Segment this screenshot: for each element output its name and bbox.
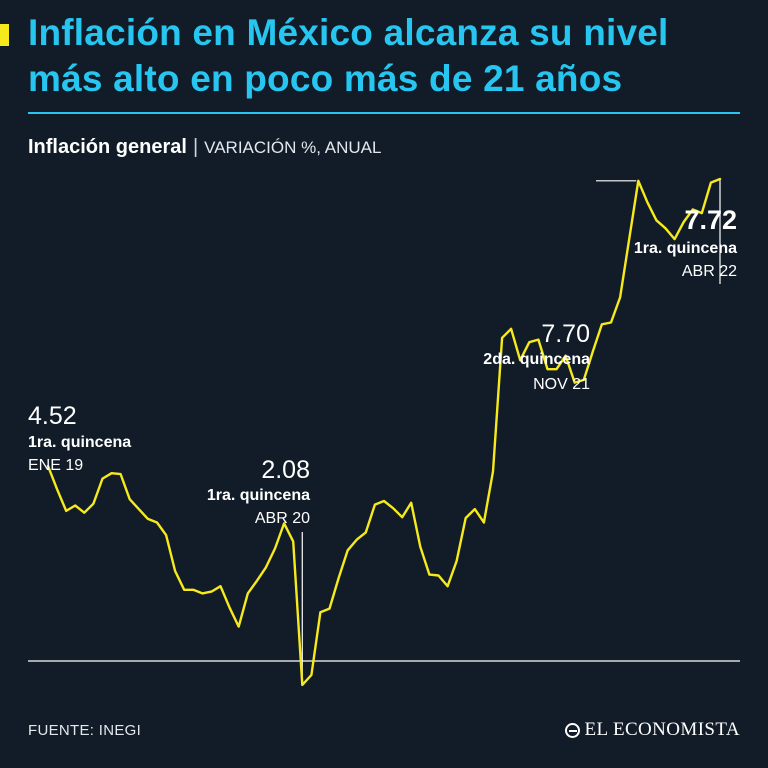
chart-title: Inflación general bbox=[28, 136, 187, 158]
annotation-date-0: ENE 19 bbox=[28, 457, 83, 474]
annotation-date-3: ABR 22 bbox=[682, 263, 737, 280]
logo-icon bbox=[564, 722, 580, 738]
annotation-period-0: 1ra. quincena bbox=[28, 434, 131, 451]
title-line-2: más alto en poco más de 21 años bbox=[28, 58, 623, 99]
source-note: FUENTE: INEGI bbox=[28, 722, 142, 739]
title-divider bbox=[28, 112, 740, 114]
title-line-1: Inflación en México alcanza su nivel bbox=[28, 12, 669, 53]
annotation-date-1: ABR 20 bbox=[255, 510, 310, 527]
annotation-period-3: 1ra. quincena bbox=[634, 240, 737, 257]
series-line bbox=[46, 177, 722, 687]
annotation-connectors bbox=[301, 178, 721, 685]
annotation-period-1: 1ra. quincena bbox=[207, 487, 310, 504]
page-title: Inflación en México alcanza su nivel más… bbox=[28, 10, 758, 102]
accent-bar bbox=[0, 24, 9, 46]
logo-text: EL ECONOMISTA bbox=[584, 719, 740, 740]
chart-subtitle: Inflación general | VARIACIÓN %, ANUAL bbox=[28, 134, 381, 161]
annotation-labels: 4.52 1ra. quincena ENE 19 2.08 1ra. quincena… bbox=[28, 205, 737, 527]
annotation-date-2: NOV 21 bbox=[533, 376, 590, 393]
chart-unit: VARIACIÓN %, ANUAL bbox=[204, 138, 382, 157]
annotation-period-2: 2da. quincena bbox=[483, 351, 590, 368]
annotation-value-0: 4.52 bbox=[28, 402, 77, 430]
annotation-value-1: 2.08 bbox=[261, 456, 310, 484]
el-economista-logo: EL ECONOMISTA bbox=[564, 719, 741, 741]
annotation-value-3: 7.72 bbox=[684, 205, 737, 235]
annotation-value-2: 7.70 bbox=[541, 320, 590, 348]
subtitle-separator: | bbox=[192, 136, 199, 158]
